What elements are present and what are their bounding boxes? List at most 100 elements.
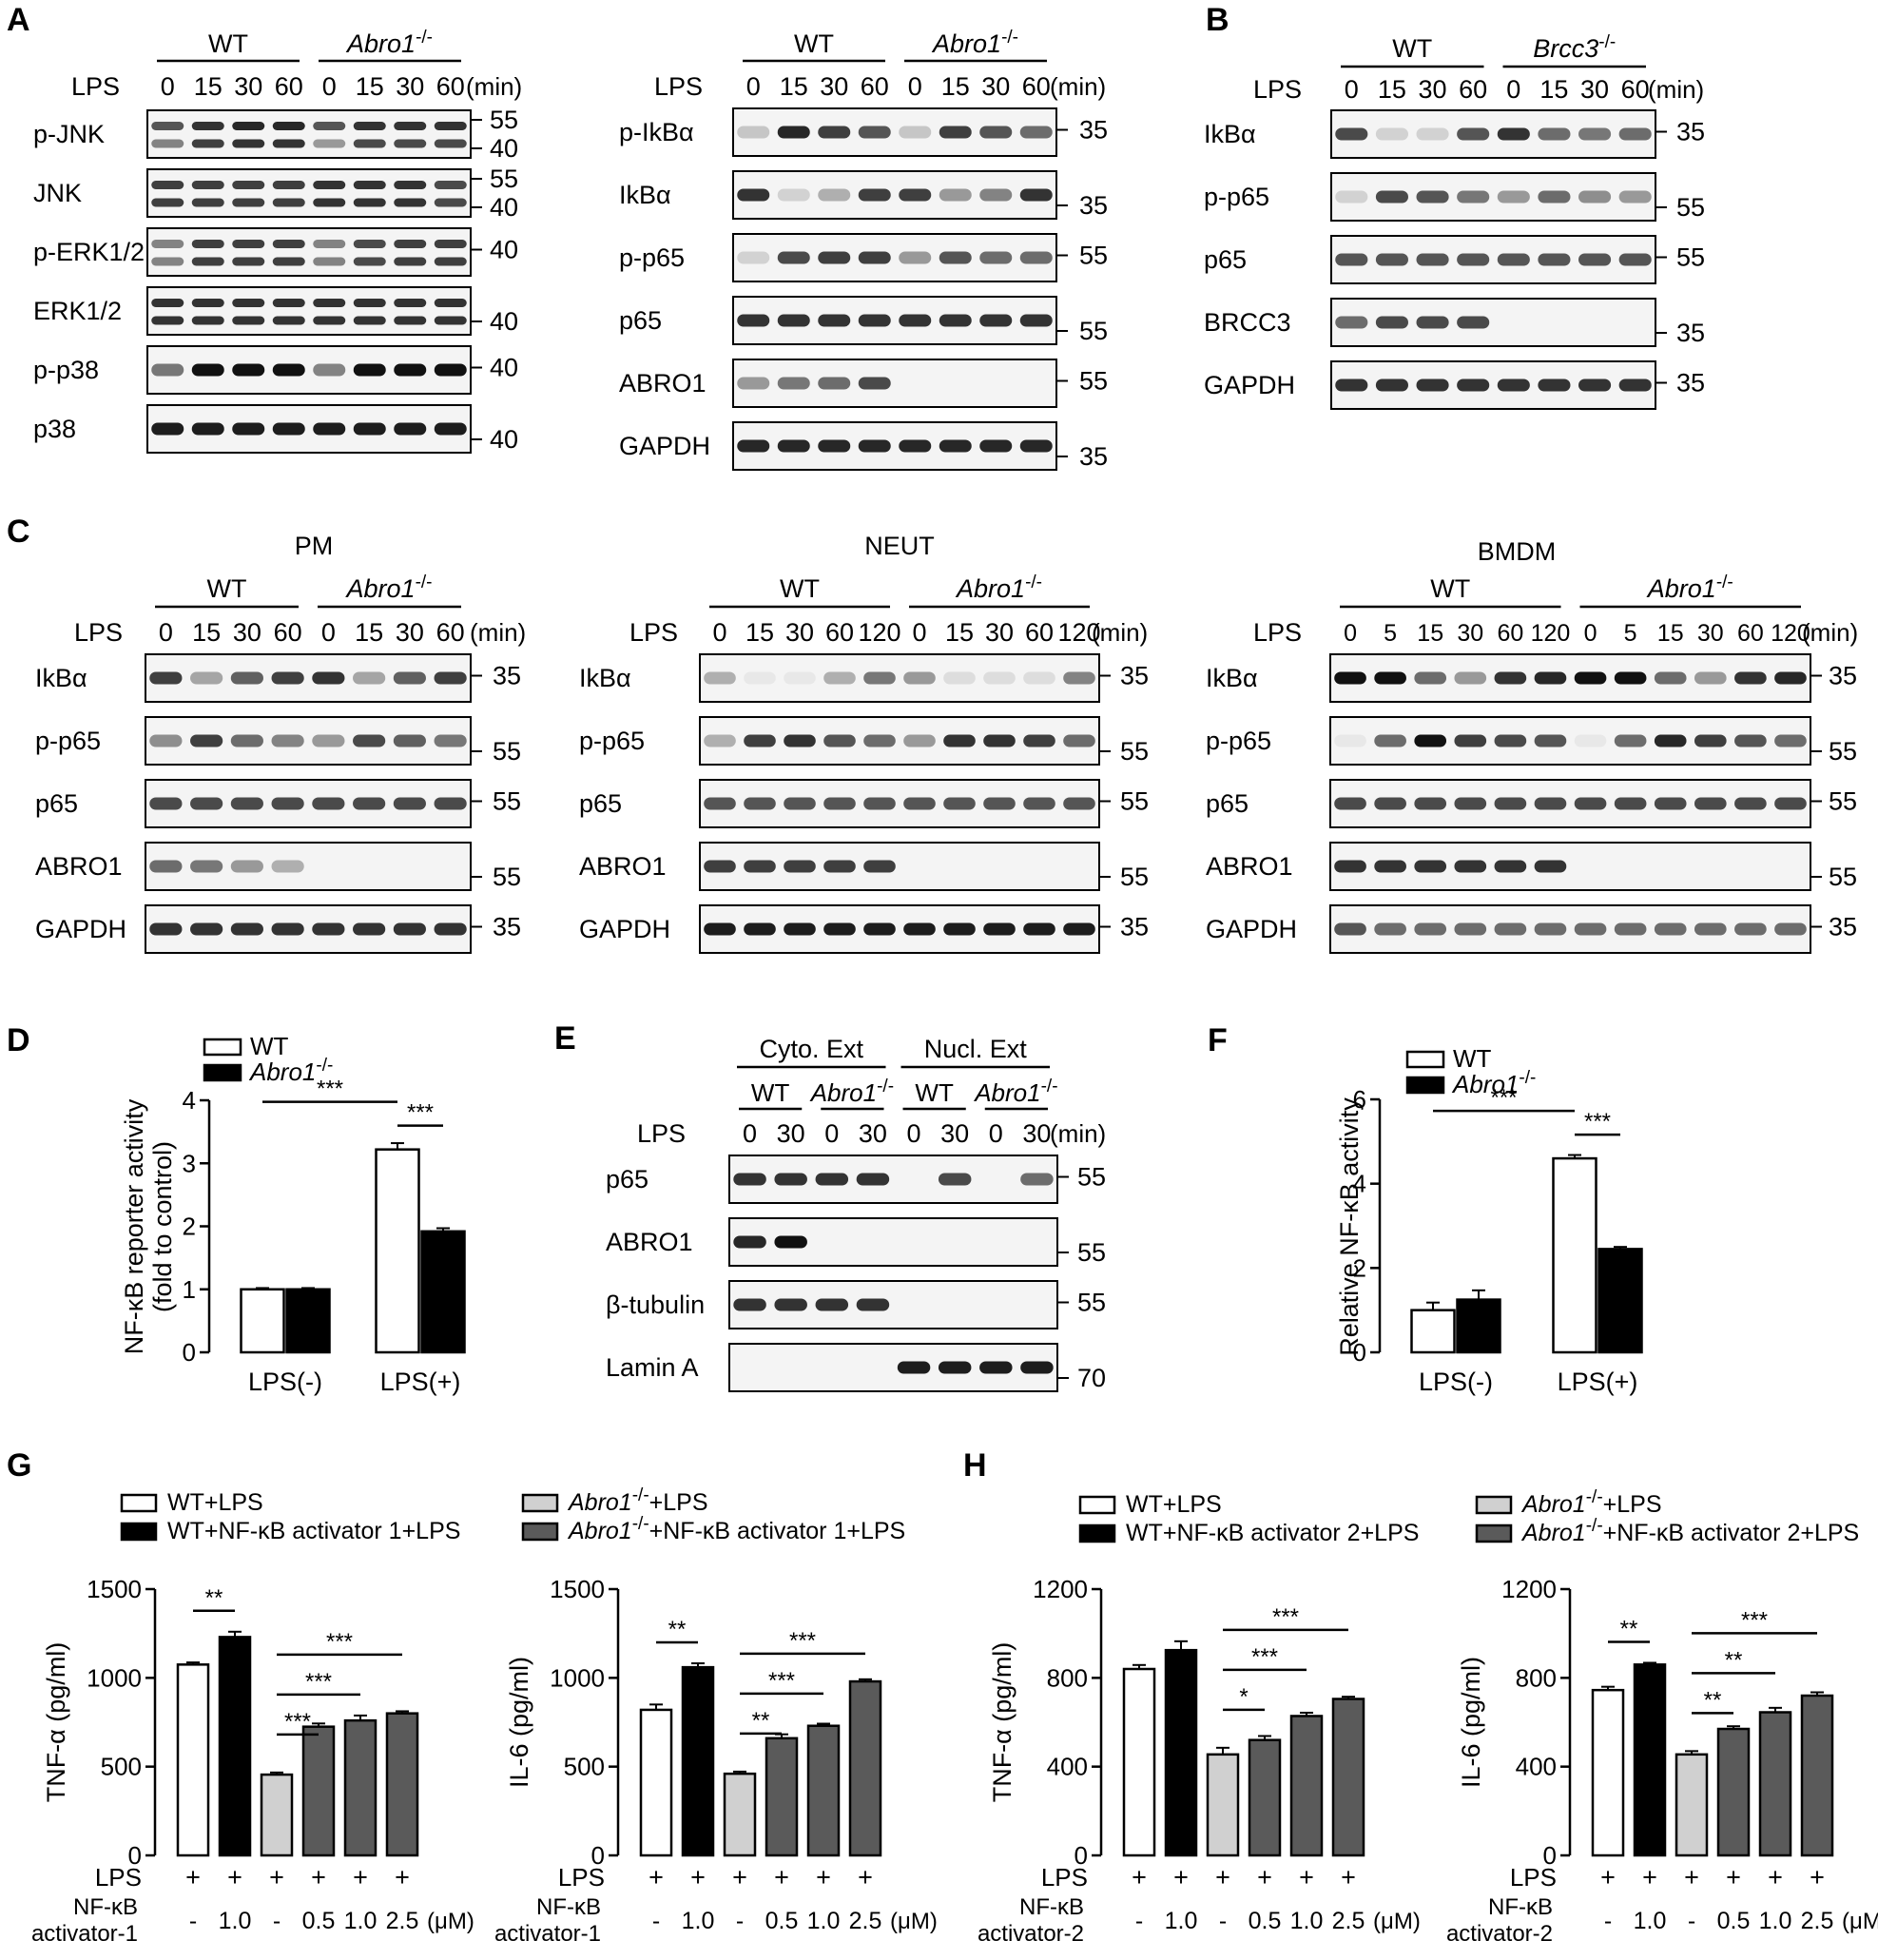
band [744, 671, 776, 685]
lane-label: 30 [859, 1119, 887, 1148]
band [151, 316, 184, 325]
blot-panel-a2: WT Abro1-/-LPS 0 15 30 60 0 15 30 60 (min)p-IkBα 35… [619, 28, 1108, 471]
band [1416, 190, 1449, 204]
lane-label: 0 [712, 618, 726, 647]
blot-strip [146, 109, 472, 159]
band [899, 314, 932, 327]
chart-g2: 0 500 1000 1500 + - +1.0 + - +0.5 +1.0 +2.5 LPSNF-κB… [494, 1575, 938, 1947]
band [394, 257, 427, 266]
band [232, 122, 265, 130]
band [1694, 671, 1727, 685]
band [1494, 671, 1527, 685]
band [272, 316, 305, 325]
bar [420, 1230, 466, 1354]
band [704, 797, 736, 810]
band [863, 922, 896, 936]
mw-marker: 55 [1829, 863, 1857, 891]
band [1578, 378, 1612, 392]
dose-label: 1.0 [219, 1908, 252, 1934]
band [230, 922, 263, 936]
band [815, 1298, 849, 1311]
y-tick-label: 1500 [550, 1575, 605, 1603]
band [1063, 797, 1095, 810]
lps-sign: + [1299, 1863, 1314, 1892]
band [312, 734, 345, 747]
lps-row-label: LPS [558, 1863, 605, 1892]
band [1534, 734, 1567, 747]
legend-swatch [1475, 1495, 1513, 1515]
lane-label: 120 [1531, 620, 1571, 647]
band [858, 377, 891, 390]
mw-marker: 55 [493, 863, 521, 891]
band [149, 797, 183, 810]
band [353, 299, 386, 307]
band [704, 922, 736, 936]
band [1538, 253, 1571, 266]
band [737, 439, 770, 453]
band [271, 797, 304, 810]
lane-label: 15 [745, 618, 774, 647]
bar [285, 1288, 331, 1354]
band [353, 257, 386, 266]
band [313, 299, 346, 307]
lane-label: 30 [396, 618, 424, 647]
band [230, 797, 263, 810]
bar [848, 1679, 882, 1857]
band [1334, 860, 1366, 873]
band [856, 1298, 890, 1311]
band [191, 181, 224, 189]
lane-label: 60 [861, 72, 889, 101]
legend-swatch [1475, 1523, 1513, 1543]
band [1614, 734, 1647, 747]
band [434, 797, 467, 810]
band [733, 1235, 766, 1249]
mw-marker: 40 [490, 193, 518, 222]
band [1494, 922, 1527, 936]
band [1654, 922, 1687, 936]
activator-row-label: NF-κB [536, 1894, 601, 1920]
significance-label: ** [752, 1708, 770, 1734]
band [979, 251, 1013, 264]
dose-unit: (μM) [427, 1909, 474, 1934]
y-tick-label: 0 [128, 1841, 142, 1870]
band [1335, 253, 1368, 266]
band [737, 314, 770, 327]
bar [1289, 1715, 1324, 1857]
y-tick-label: 1200 [1033, 1575, 1088, 1603]
dose-label: 1.0 [1634, 1908, 1667, 1934]
lane-label: 15 [355, 618, 383, 647]
significance-label: ** [205, 1585, 223, 1611]
lane-label: 30 [1457, 620, 1483, 647]
band [899, 439, 932, 453]
lane-label: 0 [908, 72, 922, 101]
band [1374, 860, 1406, 873]
band [1614, 671, 1647, 685]
band [1618, 190, 1652, 204]
time-unit: (min) [1648, 75, 1704, 104]
band [232, 139, 265, 148]
band [394, 316, 427, 325]
band [1497, 190, 1530, 204]
y-axis-label: IL-6 (pg/ml) [505, 1657, 533, 1788]
lane-label: 60 [275, 72, 303, 101]
mw-marker: 40 [490, 425, 518, 454]
cell-type-title: NEUT [864, 532, 935, 560]
band [815, 1173, 849, 1186]
band [1457, 253, 1490, 266]
mw-marker: 40 [490, 236, 518, 264]
bar [1552, 1156, 1597, 1354]
blot-row-label: p38 [33, 415, 76, 443]
band [1574, 671, 1607, 685]
lps-sign: + [858, 1863, 873, 1892]
bar [375, 1148, 420, 1354]
band [353, 198, 386, 207]
band [818, 126, 851, 139]
lps-sign: + [1810, 1863, 1825, 1892]
y-axis-label: TNF-α (pg/ml) [988, 1642, 1016, 1803]
band [943, 797, 976, 810]
lps-sign: + [353, 1863, 368, 1892]
panel-letter: E [554, 1020, 576, 1057]
time-unit: (min) [1092, 618, 1148, 647]
lps-row-label: LPS [1510, 1863, 1557, 1892]
